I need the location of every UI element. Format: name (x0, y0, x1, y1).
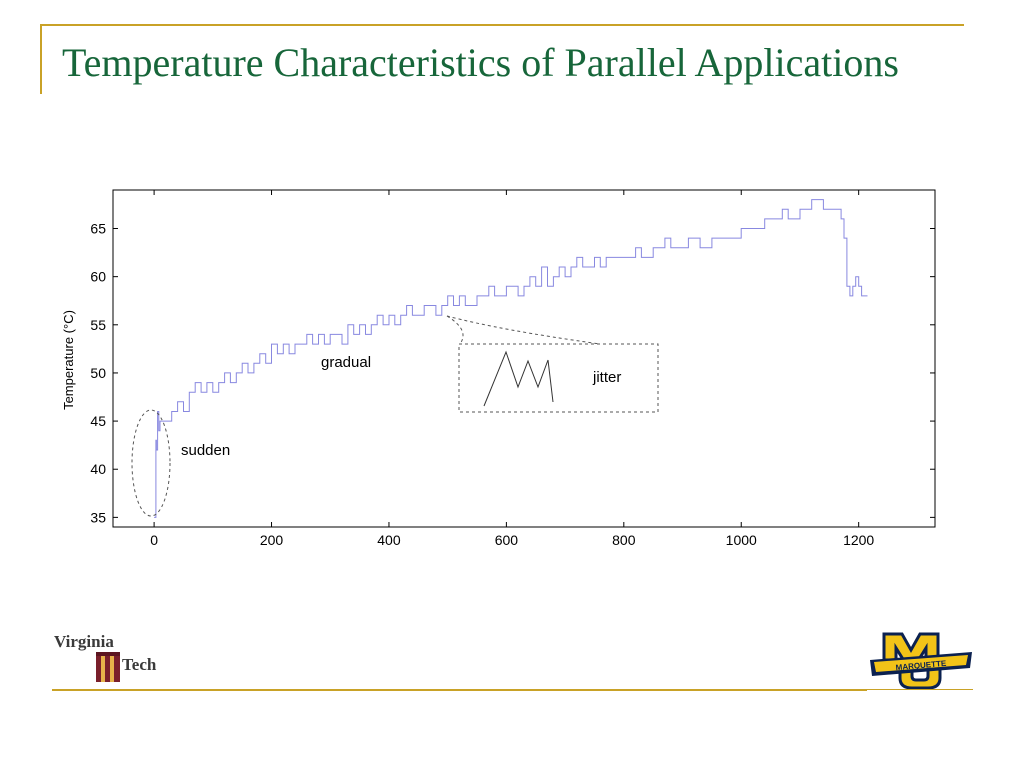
title-top-rule (40, 24, 964, 26)
y-tick-label: 65 (90, 221, 106, 237)
svg-text:Virginia: Virginia (54, 632, 114, 651)
jitter-callout-box (458, 343, 659, 413)
annotation-sudden: sudden (181, 442, 230, 459)
svg-text:Tech: Tech (122, 655, 157, 674)
annotation-jitter: jitter (592, 369, 621, 386)
y-tick-label: 35 (90, 509, 106, 525)
x-tick-label: 1200 (843, 532, 874, 548)
chart-labels: Temperature (°C) sudden gradual jitter (61, 310, 621, 459)
footer-rule (52, 689, 867, 691)
x-tick-label: 600 (495, 532, 519, 548)
y-tick-label: 60 (90, 269, 106, 285)
x-tick-label: 1000 (726, 532, 757, 548)
y-tick-label: 55 (90, 317, 106, 333)
svg-text:MARQUETTE: MARQUETTE (895, 659, 947, 672)
y-tick-label: 40 (90, 461, 106, 477)
y-tick-label: 50 (90, 365, 106, 381)
chart-annotations (131, 315, 659, 517)
temperature-series-line (154, 199, 868, 518)
jitter-callout-line-top (446, 315, 601, 345)
x-tick-label: 200 (260, 532, 284, 548)
annotation-gradual: gradual (321, 354, 371, 371)
slide-title: Temperature Characteristics of Parallel … (62, 40, 899, 85)
chart-ticks: 0 200 400 600 800 1000 1200 35 40 45 50 55 60 65 (90, 190, 935, 548)
y-axis-label: Temperature (°C) (61, 310, 76, 410)
jitter-zigzag-icon (483, 350, 554, 407)
virginia-tech-logo: Virginia Tech (52, 630, 172, 685)
footer-rule-right (867, 689, 973, 690)
title-left-rule (40, 24, 42, 94)
x-tick-label: 0 (150, 532, 158, 548)
plot-frame (112, 189, 936, 528)
sudden-highlight-ellipse (131, 409, 171, 517)
chart-axes (112, 189, 936, 528)
x-tick-label: 800 (612, 532, 636, 548)
jitter-callout-line-bottom (446, 315, 464, 345)
marquette-logo: MARQUETTE (866, 630, 976, 690)
x-tick-label: 400 (377, 532, 401, 548)
chart-series (154, 199, 868, 518)
y-tick-label: 45 (90, 413, 106, 429)
